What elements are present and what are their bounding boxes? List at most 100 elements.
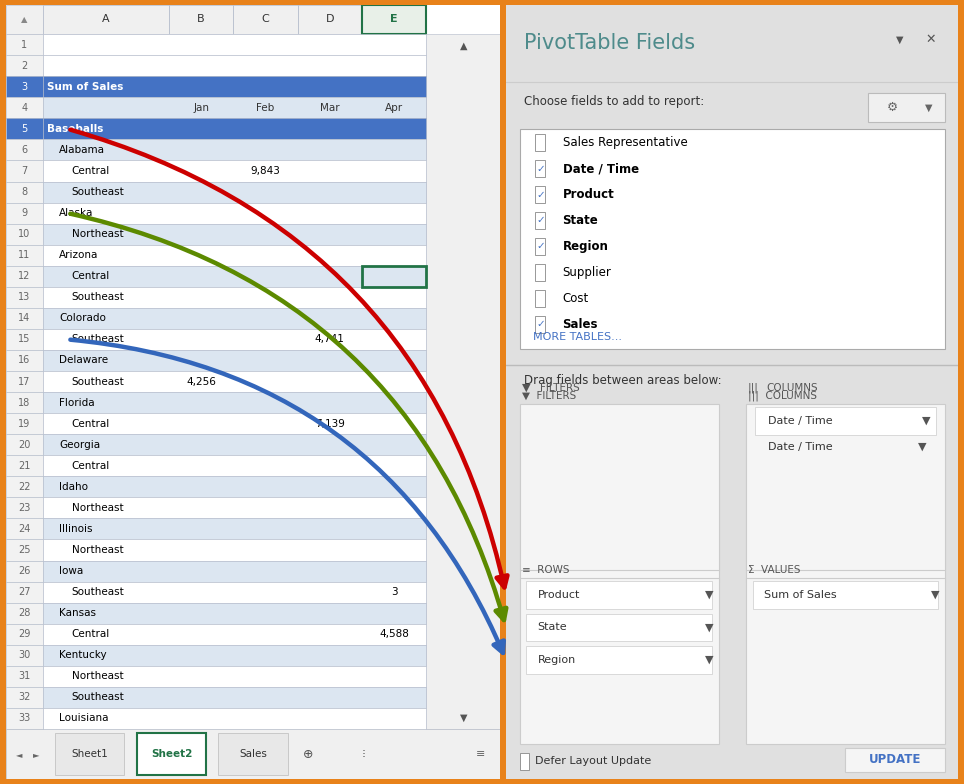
Bar: [6, 97, 42, 118]
Bar: [746, 578, 945, 745]
Bar: [6, 182, 42, 202]
Bar: [6, 708, 42, 729]
Text: Kentucky: Kentucky: [59, 650, 107, 660]
Bar: [169, 5, 233, 34]
Text: 4,588: 4,588: [379, 630, 409, 639]
Text: MORE TABLES...: MORE TABLES...: [533, 332, 622, 342]
Text: 7: 7: [21, 166, 27, 176]
Text: 13: 13: [18, 292, 31, 303]
Bar: [6, 666, 42, 687]
Bar: [42, 413, 426, 434]
Text: |||: |||: [748, 383, 759, 394]
Text: Supplier: Supplier: [563, 266, 611, 279]
Text: Southeast: Southeast: [71, 587, 124, 597]
Text: Sheet1: Sheet1: [71, 750, 108, 759]
Text: 18: 18: [18, 397, 31, 408]
Bar: [526, 646, 711, 674]
Bar: [42, 687, 426, 708]
Bar: [42, 329, 426, 350]
Bar: [362, 5, 426, 34]
Text: 23: 23: [18, 503, 31, 513]
Bar: [42, 644, 426, 666]
Text: 8: 8: [21, 187, 27, 197]
Text: ▼: ▼: [706, 622, 713, 633]
Text: Sheet2: Sheet2: [150, 750, 192, 759]
Text: ≡: ≡: [475, 750, 485, 759]
Text: 15: 15: [18, 335, 31, 344]
Bar: [42, 392, 426, 413]
Text: Iowa: Iowa: [59, 566, 84, 576]
Text: 14: 14: [18, 314, 31, 323]
Text: ✓: ✓: [536, 216, 545, 226]
Text: Colorado: Colorado: [59, 314, 106, 323]
Bar: [6, 371, 42, 392]
Text: Alabama: Alabama: [59, 145, 105, 155]
Text: ✕: ✕: [925, 33, 936, 46]
Text: Date / Time: Date / Time: [768, 416, 833, 426]
Bar: [42, 266, 426, 287]
Text: 25: 25: [18, 545, 31, 555]
Bar: [42, 371, 426, 392]
Text: State: State: [563, 214, 599, 227]
Bar: [755, 407, 936, 434]
Bar: [42, 34, 426, 55]
Text: 10: 10: [18, 229, 31, 239]
Bar: [520, 753, 528, 770]
Bar: [42, 708, 426, 729]
Text: Baseballs: Baseballs: [47, 124, 103, 134]
Text: ✓: ✓: [536, 241, 545, 252]
Bar: [6, 266, 42, 287]
Text: 4,741: 4,741: [315, 335, 345, 344]
Text: 33: 33: [18, 713, 31, 724]
Text: Sales: Sales: [239, 750, 267, 759]
Bar: [535, 134, 546, 151]
Text: Date / Time: Date / Time: [768, 442, 833, 452]
Text: Delaware: Delaware: [59, 355, 108, 365]
Bar: [42, 603, 426, 624]
Text: E: E: [390, 14, 398, 24]
Text: Southeast: Southeast: [71, 292, 124, 303]
Bar: [520, 430, 718, 582]
Text: 26: 26: [18, 566, 31, 576]
Text: 4: 4: [21, 103, 27, 113]
Text: 30: 30: [18, 650, 31, 660]
Text: Central: Central: [71, 630, 110, 639]
Bar: [42, 202, 426, 223]
Text: Idaho: Idaho: [59, 482, 88, 492]
Text: ✓: ✓: [536, 190, 545, 199]
Text: Arizona: Arizona: [59, 250, 98, 260]
Bar: [6, 202, 42, 223]
Bar: [42, 497, 426, 518]
Text: ⚙: ⚙: [887, 101, 898, 114]
Text: 29: 29: [18, 630, 31, 639]
Bar: [520, 129, 945, 350]
Bar: [6, 55, 42, 76]
Text: 9: 9: [21, 208, 27, 218]
Text: 12: 12: [18, 271, 31, 281]
Text: Georgia: Georgia: [59, 440, 100, 450]
Bar: [746, 404, 945, 570]
Text: 6: 6: [21, 145, 27, 155]
Text: Northeast: Northeast: [71, 545, 123, 555]
Text: B: B: [198, 14, 205, 24]
Bar: [42, 350, 426, 371]
Bar: [535, 186, 546, 203]
Text: 16: 16: [18, 355, 31, 365]
Bar: [42, 434, 426, 456]
Text: Northeast: Northeast: [71, 503, 123, 513]
Bar: [535, 316, 546, 333]
Text: Sum of Sales: Sum of Sales: [47, 82, 123, 92]
Text: Northeast: Northeast: [71, 671, 123, 681]
Text: Jan: Jan: [193, 103, 209, 113]
Text: 20: 20: [18, 440, 31, 450]
Text: Σ  VALUES: Σ VALUES: [748, 565, 800, 575]
Text: Cost: Cost: [563, 292, 589, 305]
Bar: [6, 413, 42, 434]
Text: Sales Representative: Sales Representative: [563, 136, 687, 149]
Text: ≡  ROWS: ≡ ROWS: [522, 565, 570, 575]
Text: Southeast: Southeast: [71, 187, 124, 197]
Text: Southeast: Southeast: [71, 376, 124, 387]
Text: Mar: Mar: [320, 103, 339, 113]
Text: FILTERS: FILTERS: [540, 383, 579, 393]
Text: 19: 19: [18, 419, 31, 429]
